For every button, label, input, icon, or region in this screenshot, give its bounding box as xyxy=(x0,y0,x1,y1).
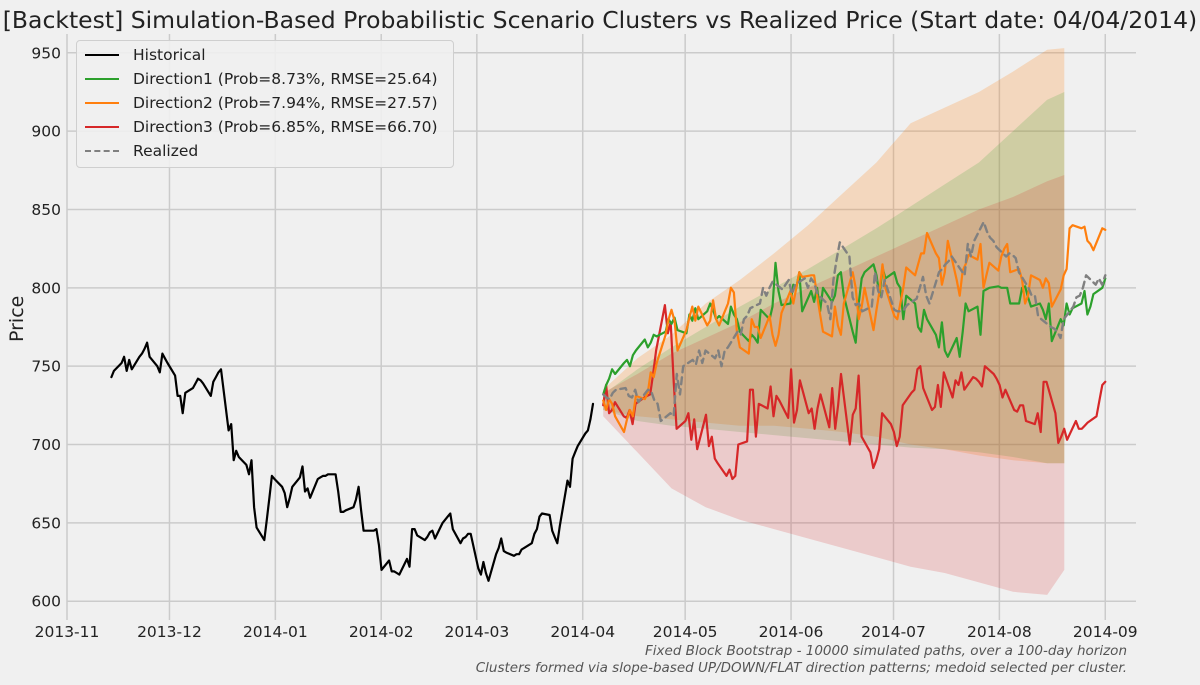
y-tick-label: 750 xyxy=(31,358,61,376)
legend-label-direction3: Direction3 (Prob=6.85%, RMSE=66.70) xyxy=(133,118,438,136)
footnote-clusters: Clusters formed via slope-based UP/DOWN/… xyxy=(475,660,1127,676)
x-tick-label: 2014-06 xyxy=(759,623,824,641)
legend-swatch-direction2 xyxy=(85,102,119,104)
y-tick-label: 650 xyxy=(31,514,61,532)
band-direction3-band xyxy=(603,175,1065,595)
y-tick-label: 600 xyxy=(31,593,61,611)
x-tick-label: 2014-01 xyxy=(243,623,308,641)
x-axis-ticks: 2013-11 2013-12 2014-01 2014-02 2014-03 2014-… xyxy=(35,623,1138,641)
legend-entry-realized: Realized xyxy=(85,140,198,162)
x-tick-label: 2014-07 xyxy=(861,623,926,641)
legend-entry-historical: Historical xyxy=(85,44,206,66)
x-tick-label: 2014-05 xyxy=(653,623,718,641)
x-tick-label: 2014-08 xyxy=(967,623,1032,641)
legend-label-historical: Historical xyxy=(133,46,206,64)
series-line-historical xyxy=(110,341,595,582)
x-tick-label: 2014-02 xyxy=(349,623,414,641)
legend: Historical Direction1 (Prob=8.73%, RMSE=… xyxy=(76,40,454,168)
y-axis-ticks: 600 650 700 750 800 850 900 950 xyxy=(31,44,61,610)
legend-swatch-direction3 xyxy=(85,126,119,128)
y-tick-label: 700 xyxy=(31,436,61,454)
legend-label-direction1: Direction1 (Prob=8.73%, RMSE=25.64) xyxy=(133,70,438,88)
footnote-simulation: Fixed Block Bootstrap - 10000 simulated … xyxy=(645,643,1127,659)
y-tick-label: 800 xyxy=(31,279,61,297)
legend-label-realized: Realized xyxy=(133,142,199,160)
x-tick-label: 2013-11 xyxy=(35,623,100,641)
series-line-realized xyxy=(602,220,1107,423)
y-tick-label: 950 xyxy=(31,44,61,62)
legend-entry-direction3: Direction3 (Prob=6.85%, RMSE=66.70) xyxy=(85,116,438,138)
chart-title: [Backtest] Simulation-Based Probabilisti… xyxy=(2,6,1198,34)
band-direction2-band xyxy=(603,48,1065,464)
legend-swatch-historical xyxy=(85,54,119,56)
x-tick-label: 2014-09 xyxy=(1073,623,1138,641)
legend-entry-direction1: Direction1 (Prob=8.73%, RMSE=25.64) xyxy=(85,68,438,90)
x-tick-label: 2013-12 xyxy=(137,623,202,641)
series-line-direction3 xyxy=(602,304,1107,481)
series-lines xyxy=(110,220,1107,582)
legend-label-direction2: Direction2 (Prob=7.94%, RMSE=27.57) xyxy=(133,94,438,112)
x-tick-label: 2014-04 xyxy=(550,623,615,641)
legend-swatch-realized xyxy=(85,150,119,152)
legend-swatch-direction1 xyxy=(85,78,119,80)
y-tick-label: 900 xyxy=(31,123,61,141)
y-tick-label: 850 xyxy=(31,201,61,219)
x-tick-label: 2014-03 xyxy=(444,623,509,641)
legend-entry-direction2: Direction2 (Prob=7.94%, RMSE=27.57) xyxy=(85,92,438,114)
